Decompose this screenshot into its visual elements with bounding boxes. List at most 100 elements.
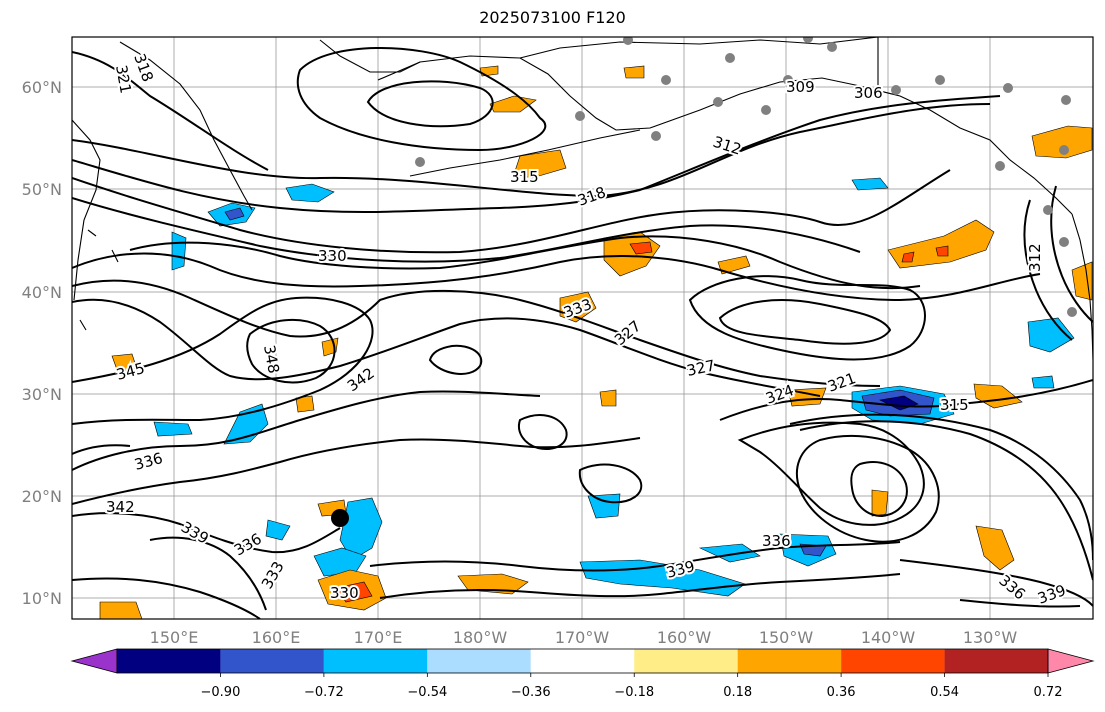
coastline-chukotka (319, 39, 421, 73)
station-dot (783, 75, 793, 85)
longitude-label: 180°W (453, 628, 508, 647)
contour-label: 309 (786, 78, 815, 96)
contour-line (72, 169, 951, 254)
station-dot (827, 42, 837, 52)
colorbar-segment (841, 649, 945, 673)
latitude-label: 50°N (22, 180, 62, 199)
contour-line (72, 444, 131, 455)
colorbar-segment (530, 649, 635, 673)
latitude-labels: 60°N 50°N 40°N 30°N 20°N 10°N (22, 78, 62, 608)
station-dot (1059, 237, 1069, 247)
contour-line (72, 197, 861, 263)
map-frame (71, 36, 1094, 620)
colorbar-tick-label: 0.18 (723, 685, 752, 700)
longitude-label: 160°E (252, 628, 301, 647)
shade-patch (599, 389, 617, 407)
contour-line (1023, 199, 1073, 341)
shade-patch (295, 395, 315, 413)
coastline-asia (72, 119, 101, 301)
station-dot (1067, 307, 1077, 317)
contour-line (72, 512, 341, 554)
contour-line (959, 599, 1081, 608)
latitude-label: 40°N (22, 283, 62, 302)
contour-line (369, 541, 901, 572)
shade-patch (171, 231, 187, 271)
shade-patch (285, 183, 335, 203)
shade-patch (339, 497, 383, 561)
contour-line (379, 573, 901, 599)
latitude-label: 20°N (22, 487, 62, 506)
longitude-label: 160°W (657, 628, 712, 647)
shade-patch (335, 581, 373, 603)
colorbar: −0.90 −0.72 −0.54 −0.36 −0.18 0.18 0.36 0.54 0.7… (70, 648, 1095, 700)
station-markers (415, 37, 1077, 317)
longitude-label: 150°W (759, 628, 814, 647)
station-dot (713, 97, 723, 107)
contour-line (72, 298, 821, 397)
contour-line (246, 318, 336, 384)
colorbar-outline (116, 648, 1049, 674)
shade-patch (851, 177, 889, 191)
latitude-label: 10°N (22, 589, 62, 608)
contour-line (789, 413, 1093, 561)
contour-line (795, 434, 940, 543)
shade-patch (698, 543, 761, 563)
contour-label: 312 (1026, 243, 1044, 272)
station-dot (1061, 95, 1071, 105)
coastlines (72, 37, 1093, 361)
longitude-label: 140°W (861, 628, 916, 647)
colorbar-segment (737, 649, 842, 673)
station-dot (1059, 145, 1069, 155)
coastline-aleutians (409, 129, 641, 177)
contour-line (72, 95, 1001, 214)
longitude-labels: 150°E 160°E 170°E 180°W 170°W 160°W 150°W 140°W… (150, 628, 1018, 647)
shade-patch (224, 207, 245, 221)
longitude-label: 170°E (354, 628, 403, 647)
shade-patch (901, 245, 949, 263)
colorbar-tick-label: −0.18 (614, 685, 654, 700)
colorbar-extend-low (70, 648, 118, 674)
contour-label: 306 (854, 84, 883, 102)
colorbar-tick-label: 0.72 (1034, 685, 1063, 700)
contour-line (799, 420, 1093, 581)
contour-label: 315 (510, 168, 539, 186)
colorbar-segment (220, 649, 324, 673)
station-dot (1043, 205, 1053, 215)
contour-line (366, 80, 494, 128)
station-dot (575, 111, 585, 121)
shade-patch (489, 95, 537, 113)
colorbar-tick-label: −0.90 (201, 685, 241, 700)
colorbar-tick-label: 0.36 (827, 685, 856, 700)
contour-line (296, 47, 547, 152)
contour-label: 342 (106, 498, 135, 516)
longitude-label: 150°E (150, 628, 199, 647)
contour-line (72, 252, 1041, 302)
contour-line (72, 103, 991, 198)
station-dot (891, 85, 901, 95)
shade-patch (887, 219, 995, 269)
contour-line (899, 559, 1093, 607)
longitude-label: 170°W (555, 628, 610, 647)
contour-line (72, 279, 881, 387)
shade-patch (99, 601, 143, 619)
colorbar-segment (117, 649, 221, 673)
contour-label: 315 (940, 396, 969, 414)
colorbar-segment (634, 649, 738, 673)
shade-patch (153, 421, 193, 437)
map-title: 2025073100 F120 (479, 8, 626, 27)
contour-lines (72, 47, 1093, 619)
colorbar-segment (944, 649, 1048, 673)
contour-line (149, 536, 267, 611)
shade-patch (587, 493, 621, 519)
contour-label: 330 (318, 247, 347, 265)
contour-line (850, 461, 908, 518)
contour-label: 336 (762, 532, 791, 550)
coastline-alaska-north (519, 37, 879, 59)
colorbar-extend-high (1047, 648, 1095, 674)
colorbar-tick-label: −0.72 (304, 685, 344, 700)
station-dot (623, 37, 633, 45)
map-panel: 318 321 312 315 318 330 333 327 342 348 … (72, 37, 1093, 619)
colorbar-tick-label: 0.54 (930, 685, 959, 700)
shade-patch (1031, 125, 1093, 159)
